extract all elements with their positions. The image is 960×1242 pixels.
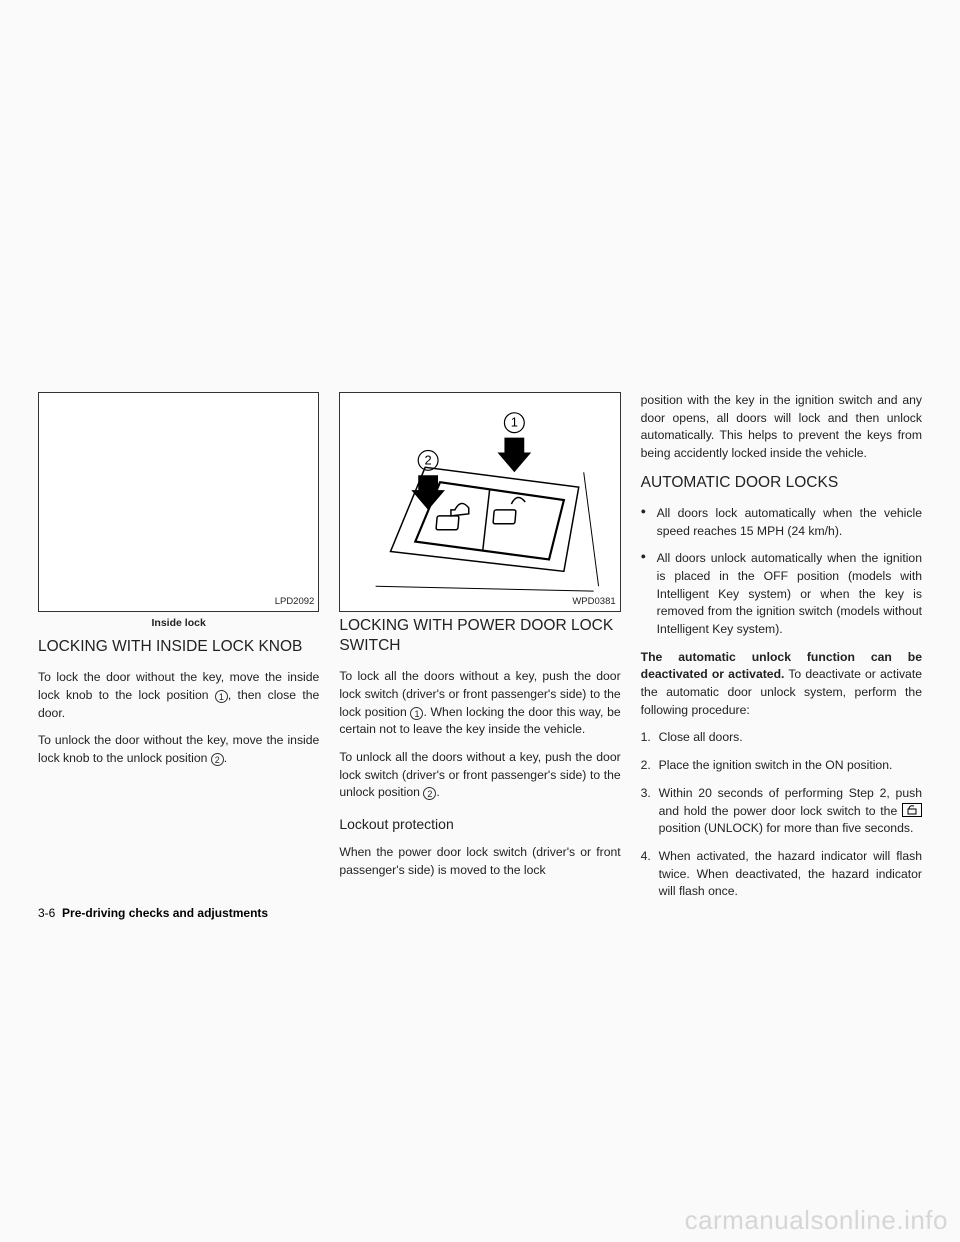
circled-1-icon: 1: [410, 707, 423, 720]
unlock-icon: [902, 803, 922, 817]
heading-automatic-door-locks: AUTOMATIC DOOR LOCKS: [641, 473, 922, 493]
circled-1-icon: 1: [215, 690, 228, 703]
list-item: All doors unlock automatically when the …: [641, 550, 922, 638]
list-item: 2.Place the ignition switch in the ON po…: [641, 757, 922, 775]
list-item: 1.Close all doors.: [641, 729, 922, 747]
page-footer: 3-6 Pre-driving checks and adjustments: [38, 906, 268, 920]
paragraph: To lock all the doors without a key, pus…: [339, 668, 620, 739]
paragraph: When the power door lock switch (driver'…: [339, 844, 620, 879]
figure-caption: Inside lock: [38, 616, 319, 631]
door-lock-switch-icon: 1 2: [340, 393, 619, 611]
bullet-list: All doors lock automatically when the ve…: [641, 505, 922, 639]
figure-power-door-lock: 1 2 WPD0381: [339, 392, 620, 612]
column-3: position with the key in the ignition sw…: [641, 392, 922, 1242]
circled-2-icon: 2: [423, 787, 436, 800]
svg-text:1: 1: [511, 415, 518, 430]
page-number: 3-6: [38, 906, 55, 920]
subheading-lockout-protection: Lockout protection: [339, 814, 620, 834]
paragraph: position with the key in the ignition sw…: [641, 392, 922, 463]
section-title: Pre-driving checks and adjustments: [62, 906, 268, 920]
paragraph: The automatic unlock function can be dea…: [641, 649, 922, 720]
circled-2-icon: 2: [211, 753, 224, 766]
heading-inside-lock-knob: LOCKING WITH INSIDE LOCK KNOB: [38, 637, 319, 657]
list-item: All doors lock automatically when the ve…: [641, 505, 922, 540]
column-2: 1 2 WPD0381 LOCKI: [339, 392, 620, 1242]
paragraph: To lock the door without the key, move t…: [38, 669, 319, 722]
list-item: 3.Within 20 seconds of performing Step 2…: [641, 785, 922, 838]
heading-power-door-lock: LOCKING WITH POWER DOOR LOCK SWITCH: [339, 616, 620, 656]
svg-text:2: 2: [425, 452, 432, 467]
figure-code: LPD2092: [275, 595, 315, 609]
figure-inside-lock: LPD2092: [38, 392, 319, 612]
paragraph: To unlock all the doors without a key, p…: [339, 749, 620, 802]
page-content: LPD2092 Inside lock LOCKING WITH INSIDE …: [0, 0, 960, 1242]
watermark: carmanualsonline.info: [685, 1205, 948, 1236]
figure-code: WPD0381: [572, 595, 615, 609]
column-1: LPD2092 Inside lock LOCKING WITH INSIDE …: [38, 392, 319, 1242]
paragraph: To unlock the door without the key, move…: [38, 732, 319, 767]
list-item: 4.When activated, the hazard indicator w…: [641, 848, 922, 901]
numbered-list: 1.Close all doors. 2.Place the ignition …: [641, 729, 922, 901]
